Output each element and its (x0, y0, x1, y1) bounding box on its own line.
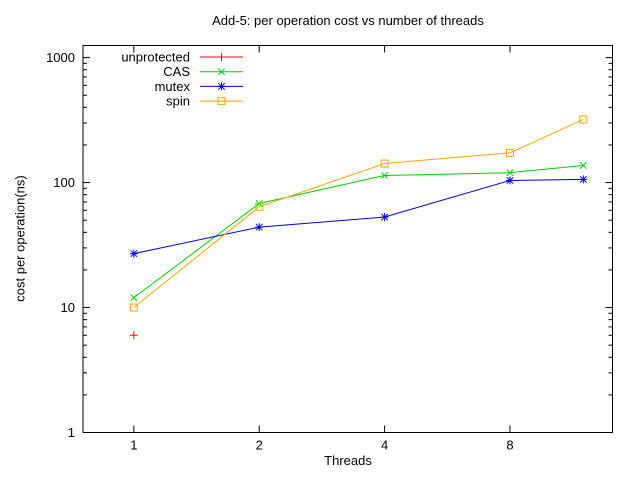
marker-square (579, 115, 588, 124)
marker-star (130, 250, 138, 258)
marker-square (217, 97, 226, 106)
marker-cross (130, 294, 138, 302)
marker-cross (506, 169, 514, 177)
x-axis-label: Threads (324, 453, 372, 468)
series-line-mutex (133, 178, 584, 255)
marker-square (505, 148, 514, 157)
marker-square (380, 159, 389, 168)
marker-star (506, 176, 514, 184)
marker-cross (579, 161, 587, 170)
marker-star (579, 175, 587, 183)
series-line-spin (133, 118, 584, 308)
marker-star (217, 82, 226, 90)
y-tick-label: 10 (61, 300, 75, 315)
legend-label-mutex: mutex (155, 79, 191, 94)
y-tick-label: 1000 (46, 50, 75, 65)
y-tick-label: 1 (68, 425, 75, 440)
marker-star (255, 223, 263, 231)
marker-square (255, 202, 264, 211)
x-tick-label: 4 (381, 438, 388, 453)
marker-star (381, 213, 389, 221)
marker-cross (381, 171, 389, 180)
legend-label-unprotected: unprotected (121, 50, 190, 65)
marker-cross (217, 68, 226, 76)
x-tick-label: 8 (506, 438, 513, 453)
marker-square (129, 303, 138, 312)
plot-border (82, 45, 613, 433)
chart-title: Add-5: per operation cost vs number of t… (212, 13, 484, 28)
x-tick-label: 1 (130, 438, 137, 453)
y-tick-label: 100 (53, 175, 75, 190)
x-tick-label: 2 (256, 438, 263, 453)
legend-label-spin: spin (166, 94, 190, 109)
legend-label-CAS: CAS (163, 64, 190, 79)
series-line-CAS (133, 164, 584, 299)
